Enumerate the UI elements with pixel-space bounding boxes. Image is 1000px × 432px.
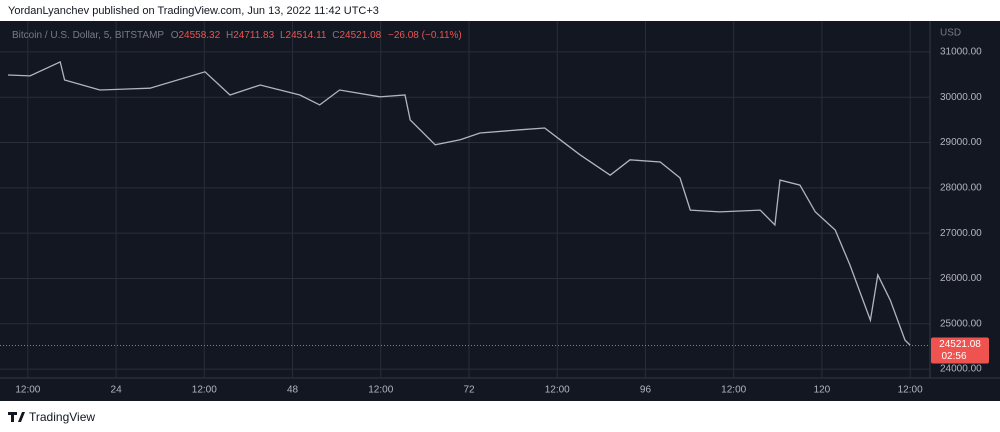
currency: USD [940, 28, 961, 39]
brand: TradingView [29, 410, 95, 424]
open-label: O [171, 30, 179, 41]
x-tick-label: 12:00 [15, 385, 40, 396]
price-line [7, 60, 911, 346]
y-tick-label: 25000.00 [940, 318, 982, 329]
high-value: 24711.83 [233, 30, 274, 41]
symbol: Bitcoin / U.S. Dollar, 5, BITSTAMP [12, 30, 164, 41]
x-tick-label: 12:00 [192, 385, 217, 396]
brand-logo: TradingView [8, 410, 95, 424]
low-label: L [280, 30, 286, 41]
close-value: 24521.08 [340, 30, 382, 41]
x-tick-label: 12:00 [721, 385, 746, 396]
plot [0, 60, 930, 346]
chart-frame [0, 21, 1000, 401]
x-tick-label: 48 [287, 385, 299, 396]
publisher: YordanLyanchev published on TradingView.… [8, 5, 379, 17]
high-label: H [226, 30, 233, 41]
y-tick-label: 29000.00 [940, 137, 982, 148]
close-label: C [332, 30, 339, 41]
y-tick-label: 26000.00 [940, 273, 982, 284]
y-tick-label: 27000.00 [940, 228, 982, 239]
x-tick-label: 12:00 [368, 385, 393, 396]
countdown: 02:56 [941, 351, 966, 362]
x-tick-label: 24 [111, 385, 123, 396]
y-tick-label: 28000.00 [940, 182, 982, 193]
open-value: 24558.32 [178, 30, 220, 41]
grid [0, 21, 930, 378]
last-price-box [931, 337, 989, 364]
x-tick-label: 96 [640, 385, 652, 396]
change: −26.08 (−0.11%) [388, 30, 462, 41]
x-tick-label: 72 [463, 385, 475, 396]
y-tick-label: 24000.00 [940, 364, 982, 375]
last-price: 24521.08 [939, 339, 981, 350]
x-tick-label: 120 [814, 385, 831, 396]
low-value: 24514.11 [286, 30, 327, 41]
x-tick-label: 12:00 [545, 385, 570, 396]
y-tick-label: 31000.00 [940, 47, 982, 58]
legend: Bitcoin / U.S. Dollar, 5, BITSTAMP O2455… [12, 30, 462, 41]
x-tick-label: 12:00 [898, 385, 923, 396]
y-tick-label: 30000.00 [940, 92, 982, 103]
